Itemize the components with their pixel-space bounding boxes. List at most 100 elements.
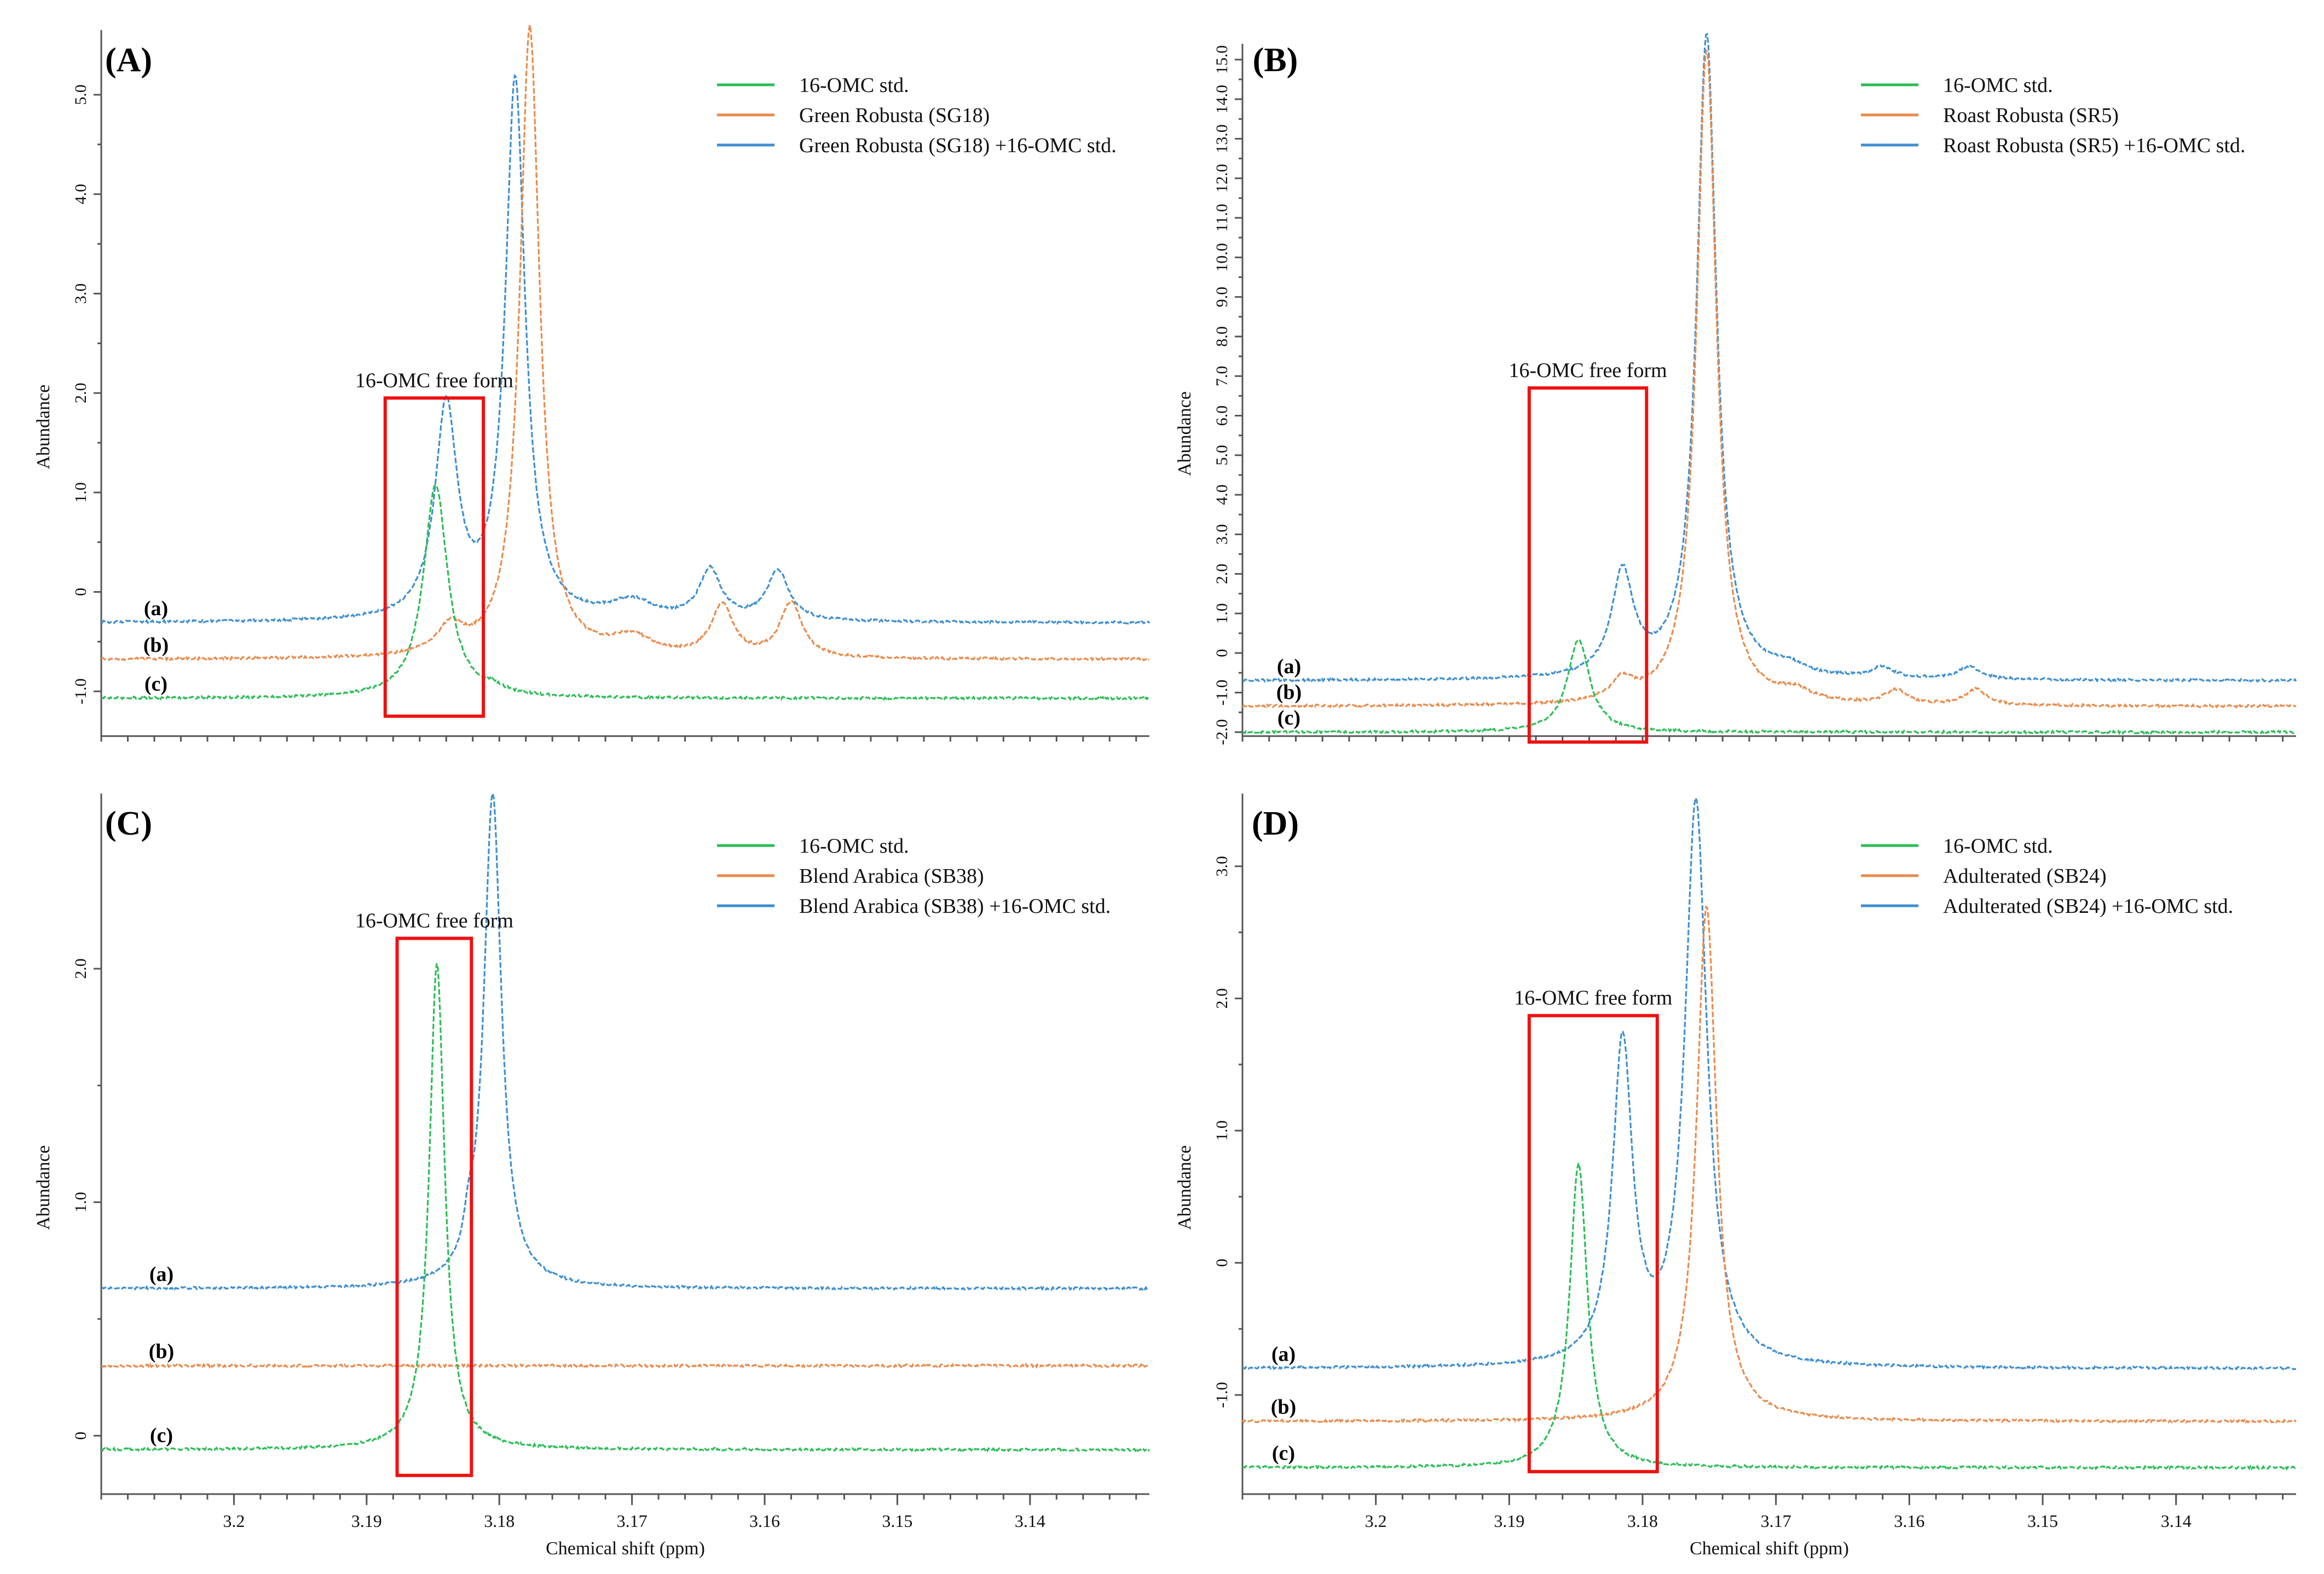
trace-label: (b): [1271, 1396, 1296, 1419]
legend-entry: 16-OMC std.: [1943, 835, 2053, 858]
highlight-box: [1527, 1014, 1659, 1473]
highlight-box-label: 16-OMC free form: [355, 910, 513, 933]
y-tick-label: 5.0: [1213, 445, 1231, 466]
trace-label: (b): [143, 634, 169, 657]
panel-label: (D): [1252, 805, 1299, 842]
highlight-box: [395, 936, 473, 1477]
trace-label: (a): [1271, 1343, 1296, 1366]
trace-spiked: [101, 73, 1151, 626]
x-tick-label: 3.17: [617, 1511, 648, 1531]
trace-std: [101, 484, 1151, 702]
y-tick-label: -1.0: [1213, 680, 1231, 706]
y-tick-label: 8.0: [1213, 326, 1231, 347]
trace-std: [1242, 1162, 2297, 1471]
legend-entry: Roast Robusta (SR5) +16-OMC std.: [1943, 134, 2245, 157]
panel-4: -1.0 0 1.0 2.0 3.0 3.2 3.19 3.18 3.17 3.16 3.15 3.1…: [1175, 794, 2297, 1559]
x-tick-label: 3.15: [882, 1511, 912, 1531]
y-tick-label: 14.0: [1213, 85, 1231, 114]
x-tick-label: 3.2: [1365, 1511, 1387, 1531]
highlight-box: [1527, 386, 1649, 744]
y-tick-label: -2.0: [1213, 719, 1231, 745]
x-tick-label: 3.17: [1761, 1511, 1791, 1531]
highlight-box-label: 16-OMC free form: [1514, 987, 1672, 1010]
panel-label: (B): [1253, 42, 1298, 79]
x-axis-title: Chemical shift (ppm): [546, 1538, 705, 1559]
legend-entry: 16-OMC std.: [1943, 74, 2053, 97]
panel-label: (A): [105, 42, 152, 79]
y-tick-label: 10.0: [1213, 243, 1231, 272]
y-axis-title: Abundance: [1175, 1145, 1195, 1230]
y-tick-label: 6.0: [1213, 406, 1231, 426]
y-tick-label: 7.0: [1213, 366, 1231, 386]
x-tick-label: 3.19: [351, 1511, 382, 1531]
trace-label: (c): [150, 1424, 173, 1447]
y-tick-label: 2.0: [1213, 988, 1231, 1009]
y-tick-label: 15.0: [1213, 45, 1231, 74]
panel-3: 0 1.0 2.0 3.2 3.19 3.18 3.17 3.16 3.15 3.14 Abunda…: [33, 793, 1150, 1559]
x-tick-label: 3.14: [2161, 1511, 2192, 1531]
y-axis-title: Abundance: [33, 385, 54, 470]
y-tick-label: 0: [1213, 1259, 1231, 1267]
y-tick-label: 1.0: [1213, 603, 1231, 624]
x-tick-label: 3.19: [1494, 1511, 1524, 1531]
y-tick-label: 2.0: [72, 383, 90, 403]
y-tick-label: 11.0: [1213, 204, 1231, 232]
trace-spiked: [101, 793, 1150, 1292]
y-tick-label: 4.0: [72, 184, 90, 205]
y-tick-label: 1.0: [72, 1192, 90, 1213]
x-tick-label: 3.16: [1894, 1511, 1924, 1531]
x-tick-label: 3.18: [484, 1511, 514, 1531]
y-tick-label: 0: [72, 588, 90, 596]
trace-spiked: [1241, 795, 2296, 1371]
y-tick-label: 0: [1213, 649, 1231, 657]
y-tick-label: -1.0: [72, 678, 90, 704]
trace-spiked: [1242, 33, 2297, 683]
panel-label: (C): [105, 805, 152, 842]
highlight-box-label: 16-OMC free form: [355, 369, 513, 392]
y-tick-label: 12.0: [1213, 164, 1231, 193]
y-axis-title: Abundance: [33, 1145, 54, 1230]
y-tick-label: 9.0: [1213, 287, 1231, 308]
y-tick-label: 3.0: [72, 283, 90, 304]
trace-label: (c): [1277, 707, 1300, 730]
panel-1: -1.0 0 1.0 2.0 3.0 4.0 5.0 Abundance (c) (b) (a) 16…: [33, 25, 1151, 742]
y-tick-label: 2.0: [1213, 564, 1231, 585]
legend-entry: Green Robusta (SG18) +16-OMC std.: [799, 134, 1117, 157]
y-tick-label: 0: [72, 1432, 90, 1440]
trace-std: [100, 963, 1150, 1453]
legend-entry: 16-OMC std.: [799, 835, 909, 858]
trace-label: (c): [144, 673, 167, 696]
trace-label: (b): [149, 1340, 174, 1363]
trace-sample: [1241, 905, 2297, 1424]
x-tick-label: 3.16: [749, 1511, 780, 1531]
y-tick-label: 1.0: [1213, 1120, 1231, 1141]
y-tick-label: 3.0: [1213, 524, 1231, 545]
highlight-box: [383, 396, 485, 718]
trace-sample: [1241, 49, 2297, 709]
trace-label: (a): [149, 1263, 174, 1286]
highlight-box-label: 16-OMC free form: [1509, 359, 1667, 382]
legend-entry: Blend Arabica (SB38): [799, 865, 984, 888]
trace-label: (a): [144, 597, 168, 620]
x-tick-label: 3.18: [1627, 1511, 1658, 1531]
y-axis-title: Abundance: [1175, 391, 1195, 476]
panel-2: -2.0 -1.0 0 1.0 2.0 3.0 4.0 5.0 6.0 7.0 8.0 9.0 10.0…: [1175, 33, 2297, 745]
y-tick-label: 4.0: [1213, 484, 1231, 505]
legend-entry: Adulterated (SB24): [1943, 865, 2107, 888]
y-tick-label: 13.0: [1213, 124, 1231, 153]
y-tick-label: 2.0: [72, 958, 90, 979]
y-tick-label: 3.0: [1213, 856, 1231, 877]
y-tick-label: -1.0: [1213, 1382, 1231, 1408]
trace-sample: [101, 25, 1150, 662]
legend-entry: Roast Robusta (SR5): [1943, 104, 2119, 127]
legend-entry: Green Robusta (SG18): [799, 104, 990, 127]
legend-entry: 16-OMC std.: [799, 74, 909, 97]
trace-std: [1242, 638, 2297, 736]
trace-label: (a): [1277, 655, 1301, 678]
x-tick-label: 3.15: [2027, 1511, 2058, 1531]
y-tick-label: 1.0: [72, 482, 90, 503]
y-tick-label: 5.0: [72, 84, 90, 105]
trace-sample: [101, 1362, 1150, 1369]
x-tick-label: 3.14: [1015, 1511, 1045, 1531]
